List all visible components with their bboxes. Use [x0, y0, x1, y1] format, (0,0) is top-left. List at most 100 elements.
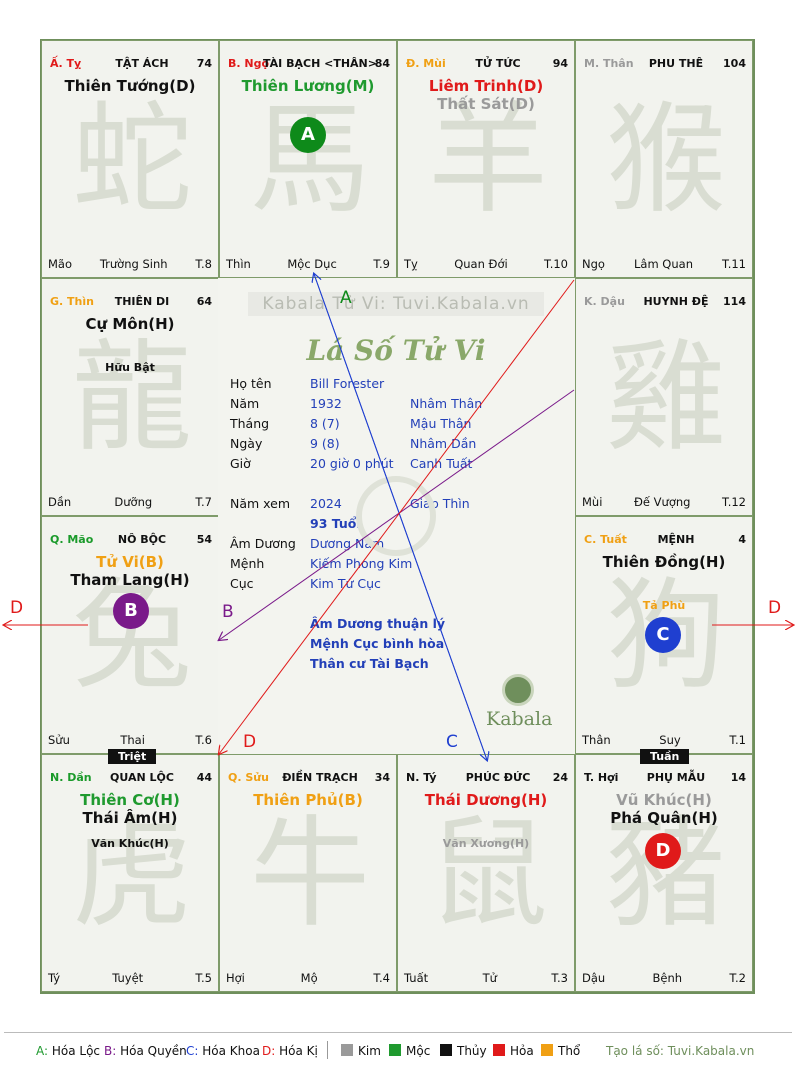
arrow-label-d-left: D — [10, 598, 24, 618]
legend-hoa: Hỏa — [493, 1044, 534, 1058]
legend-text-kim: Kim — [358, 1044, 381, 1058]
palace-footer-left: Tỵ — [404, 257, 418, 271]
main-star: Thái Âm(H) — [82, 809, 178, 827]
value-cuc: Kim Tứ Cục — [310, 576, 381, 591]
brand-banner: Kabala Tử Vi: Tuvi.Kabala.vn — [248, 292, 544, 316]
palace-suu[interactable]: 牛 Q. Sửu ĐIỀN TRẠCH 34 Thiên Phủ(B) Hợi Mộ T.4 — [219, 754, 397, 992]
palace-number: 94 — [552, 57, 568, 70]
main-stars: Thiên Cơ(H) Thái Âm(H) — [42, 791, 218, 827]
palace-can-chi: Đ. Mùi — [406, 57, 446, 70]
legend-thuy: Thủy — [440, 1044, 487, 1058]
palace-footer: Tuất Tử T.3 — [404, 971, 568, 985]
palace-can-chi: K. Dậu — [584, 295, 625, 308]
main-star: Thái Dương(H) — [424, 791, 548, 809]
palace-mui[interactable]: 羊 Đ. Mùi TỬ TỨC 94 Liêm Trinh(D) Thất Sát(D) T… — [397, 40, 575, 278]
swatch-hoa — [493, 1044, 505, 1056]
palace-footer-right: T.8 — [195, 257, 212, 271]
triet-tag: Triệt — [108, 749, 157, 764]
palace-can-chi: Q. Mão — [50, 533, 94, 546]
palace-number: 54 — [196, 533, 212, 546]
palace-name: MỆNH — [657, 533, 695, 546]
palace-tyz[interactable]: 鼠 N. Tý PHÚC ĐỨC 24 Thái Dương(H) Văn Xương(H… — [397, 754, 575, 992]
main-stars: Cự Môn(H) — [42, 315, 218, 333]
minor-star: Hữu Bật — [105, 361, 155, 374]
palace-footer: Tỵ Quan Đới T.10 — [404, 257, 568, 271]
value-tuoi: 93 Tuổi — [310, 516, 361, 531]
site-link[interactable]: Tạo lá số: Tuvi.Kabala.vn — [606, 1044, 755, 1058]
palace-footer: Dậu Bệnh T.2 — [582, 971, 746, 985]
palace-number: 74 — [196, 57, 212, 70]
legend-text-tho: Thổ — [558, 1044, 581, 1058]
palace-footer-mid: Dưỡng — [114, 495, 153, 509]
legend-hoa-quyen: B: Hóa Quyền — [104, 1044, 187, 1058]
main-star: Phá Quân(H) — [610, 809, 718, 827]
label-ho-ten: Họ tên — [230, 376, 272, 391]
main-stars: Thái Dương(H) — [398, 791, 574, 809]
label-ngay: Ngày — [230, 436, 263, 451]
minor-star: Tả Phù — [642, 599, 686, 612]
legend-divider — [327, 1041, 328, 1059]
main-stars: Tử Vi(B) Tham Lang(H) — [42, 553, 218, 589]
palace-footer: Ngọ Lâm Quan T.11 — [582, 257, 746, 271]
arrow-hoa-quyen — [219, 389, 575, 640]
palace-footer-mid: Quan Đới — [454, 257, 508, 271]
palace-footer-left: Tý — [48, 971, 61, 985]
arrow-hoa-ki — [219, 279, 575, 754]
arrow-label-c: C — [446, 732, 458, 752]
zodiac-watermark: 猴 — [606, 91, 726, 230]
badge-hoa-ki: D — [645, 833, 681, 869]
main-star: Vũ Khúc(H) — [616, 791, 712, 809]
legend-key-b: B: — [104, 1044, 117, 1058]
palace-footer-right: T.12 — [722, 495, 746, 509]
note-than-cu: Thân cư Tài Bạch — [310, 656, 429, 671]
palace-can-chi: T. Hợi — [584, 771, 619, 784]
legend-text-moc: Mộc — [406, 1044, 431, 1058]
zodiac-watermark: 蛇 — [72, 91, 192, 230]
palace-than[interactable]: 猴 M. Thân PHU THÊ 104 Ngọ Lâm Quan T.11 — [575, 40, 753, 278]
note-menh-cuc: Mệnh Cục bình hòa — [310, 636, 445, 651]
footer-divider — [4, 1032, 792, 1033]
label-thang: Tháng — [230, 416, 270, 431]
legend-text-hoa: Hỏa — [510, 1044, 534, 1058]
legend-text-c: Hóa Khoa — [202, 1044, 260, 1058]
palace-number: 34 — [374, 771, 390, 784]
yin-yang-emblem — [356, 476, 436, 556]
palace-number: 64 — [196, 295, 212, 308]
arrow-label-d-center: D — [243, 732, 257, 752]
zodiac-watermark: 虎 — [72, 805, 192, 944]
palace-footer-right: T.1 — [729, 733, 746, 747]
main-star: Thiên Lương(M) — [241, 77, 375, 95]
palace-dau[interactable]: 雞 K. Dậu HUYNH ĐỆ 114 Mùi Đế Vượng T.12 — [575, 278, 753, 516]
palace-name: PHÚC ĐỨC — [465, 771, 531, 784]
palace-ty[interactable]: 蛇 Ấ. Tỵ TẬT ÁCH 74 Thiên Tướng(D) Mão Trường S… — [41, 40, 219, 278]
kabala-logo-text: Kabala — [486, 708, 553, 730]
zodiac-watermark: 牛 — [250, 805, 370, 944]
palace-footer: Tý Tuyệt T.5 — [48, 971, 212, 985]
palace-footer-mid: Suy — [659, 733, 681, 747]
palace-name: THIÊN DI — [114, 295, 170, 308]
label-gio: Giờ — [230, 456, 251, 471]
swatch-tho — [541, 1044, 553, 1056]
palace-thin[interactable]: 龍 G. Thìn THIÊN DI 64 Cự Môn(H) Hữu Bật Dần Dưỡ… — [41, 278, 219, 516]
palace-name: HUYNH ĐỆ — [643, 295, 709, 308]
zodiac-watermark: 鼠 — [428, 805, 548, 944]
legend-text-a: Hóa Lộc — [51, 1044, 101, 1058]
main-stars: Liêm Trinh(D) Thất Sát(D) — [398, 77, 574, 113]
palace-mao[interactable]: 兔 Q. Mão NÔ BỘC 54 Tử Vi(B) Tham Lang(H) Sửu Th… — [41, 516, 219, 754]
palace-can-chi: C. Tuất — [584, 533, 627, 546]
main-star: Thiên Phủ(B) — [253, 791, 363, 809]
palace-footer-mid: Đế Vượng — [634, 495, 691, 509]
label-menh: Mệnh — [230, 556, 265, 571]
palace-can-chi: N. Dần — [50, 771, 92, 784]
main-stars: Thiên Phủ(B) — [220, 791, 396, 809]
palace-name: TẬT ÁCH — [115, 57, 169, 70]
palace-footer-mid: Tử — [482, 971, 497, 985]
palace-name: NÔ BỘC — [117, 533, 167, 546]
palace-footer-right: T.2 — [729, 971, 746, 985]
palace-footer-left: Mùi — [582, 495, 603, 509]
value-nam-can: Nhâm Thân — [410, 396, 483, 411]
palace-dan[interactable]: 虎 N. Dần QUAN LỘC 44 Thiên Cơ(H) Thái Âm(H) Vă… — [41, 754, 219, 992]
palace-can-chi: M. Thân — [584, 57, 634, 70]
zodiac-watermark: 雞 — [606, 329, 726, 468]
palace-number: 14 — [730, 771, 746, 784]
